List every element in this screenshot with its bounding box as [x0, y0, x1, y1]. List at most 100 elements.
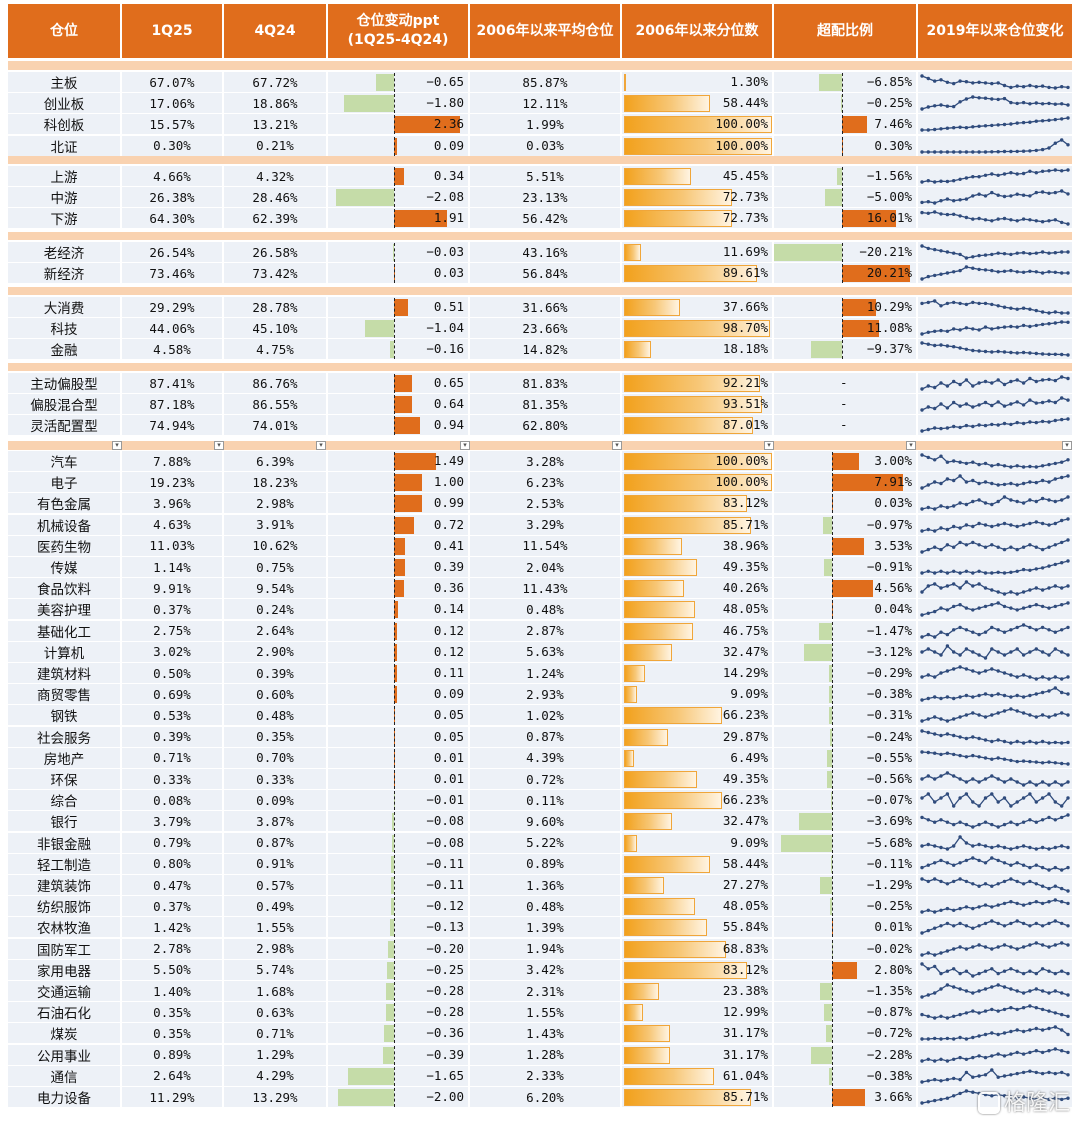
- trend-point: [933, 149, 937, 154]
- filter-dropdown-icon[interactable]: ▾: [612, 441, 622, 450]
- trend-point: [1034, 85, 1038, 89]
- trend-point: [945, 1096, 950, 1100]
- change-cell: 1.91: [328, 208, 468, 229]
- trend-sparkline: [920, 137, 1070, 154]
- trend-point: [996, 270, 1000, 274]
- filter-dropdown-icon[interactable]: ▾: [214, 441, 224, 450]
- trend-point: [990, 571, 994, 575]
- percentile-bar: [624, 168, 692, 185]
- trend-point: [977, 349, 981, 354]
- change-bar-positive: [394, 559, 405, 576]
- filter-dropdown-icon[interactable]: ▾: [906, 441, 916, 450]
- change-cell: 0.05: [328, 726, 468, 747]
- trend-sparkline: [920, 919, 1070, 936]
- overweight-value: −0.07%: [866, 792, 912, 808]
- percentile-cell: 9.09%: [622, 832, 772, 853]
- overweight-bar-negative: [818, 622, 832, 640]
- trend-sparkline: [920, 341, 1070, 358]
- trend-cell: [918, 297, 1072, 317]
- trend-sparkline: [920, 644, 1070, 660]
- trend-point: [1053, 562, 1057, 567]
- trend-point: [1047, 522, 1051, 527]
- trend-point: [1053, 310, 1057, 314]
- change-cell: 0.05: [328, 705, 468, 726]
- trend-line: [921, 454, 1069, 468]
- trend-point: [933, 610, 937, 614]
- trend-point: [1002, 382, 1007, 387]
- trend-point: [933, 406, 937, 411]
- trend-point: [1060, 677, 1064, 681]
- percentile-value: 45.45%: [722, 168, 768, 183]
- trend-sparkline: [920, 962, 1070, 978]
- trend-cell: [918, 832, 1072, 853]
- trend-point: [1047, 169, 1051, 173]
- change-value: −0.28: [426, 1004, 464, 1020]
- trend-sparkline: [920, 417, 1070, 434]
- value-1q25: 29.29%: [122, 297, 222, 317]
- trend-point: [920, 650, 924, 654]
- overweight-axis: [842, 136, 843, 156]
- filter-dropdown-icon[interactable]: ▾: [112, 441, 122, 450]
- overweight-cell: 2.80%: [774, 959, 916, 980]
- trend-point: [990, 774, 994, 778]
- trend-point: [990, 603, 994, 607]
- value-avg: 1.55%: [470, 1002, 620, 1023]
- trend-cell: [918, 578, 1072, 599]
- percentile-value: 23.38%: [722, 983, 768, 998]
- trend-point: [1066, 993, 1070, 997]
- filter-dropdown-icon[interactable]: ▾: [460, 441, 470, 450]
- overweight-axis: [832, 748, 833, 768]
- filter-dropdown-icon[interactable]: ▾: [764, 441, 774, 450]
- percentile-value: 1.30%: [730, 74, 768, 89]
- overweight-axis: [832, 833, 833, 853]
- filter-dropdown-icon[interactable]: ▾: [316, 441, 326, 450]
- trend-point: [1015, 500, 1019, 504]
- trend-point: [1009, 481, 1013, 486]
- value-4q24: 28.46%: [224, 187, 326, 208]
- trend-point: [958, 100, 962, 104]
- trend-point: [1021, 991, 1026, 995]
- trend-point: [1053, 865, 1057, 870]
- trend-point: [1060, 816, 1064, 820]
- row-label: 石油石化: [8, 1002, 120, 1023]
- trend-point: [1053, 461, 1057, 466]
- trend-point: [1015, 647, 1019, 651]
- trend-point: [1028, 693, 1032, 698]
- trend-point: [1053, 141, 1057, 145]
- trend-point: [1060, 250, 1064, 254]
- trend-point: [964, 542, 969, 547]
- row-label: 传媒: [8, 557, 120, 577]
- trend-point: [1002, 605, 1007, 609]
- trend-point: [958, 796, 962, 800]
- change-value: −0.01: [426, 792, 464, 808]
- trend-point: [952, 1094, 956, 1098]
- change-axis: [394, 1045, 395, 1065]
- trend-sparkline: [920, 189, 1070, 205]
- trend-point: [952, 212, 956, 217]
- trend-point: [977, 192, 981, 197]
- trend-line: [921, 708, 1069, 723]
- trend-point: [977, 942, 981, 947]
- trend-point: [1009, 627, 1013, 632]
- percentile-cell: 27.27%: [622, 875, 772, 895]
- trend-point: [1066, 601, 1070, 606]
- filter-dropdown-icon[interactable]: ▾: [1062, 441, 1072, 450]
- trend-point: [964, 754, 969, 759]
- change-axis: [394, 579, 395, 599]
- trend-point: [945, 820, 950, 825]
- trend-point: [933, 385, 937, 390]
- percentile-value: 66.23%: [722, 707, 768, 723]
- value-1q25: 87.18%: [122, 394, 222, 415]
- trend-point: [926, 1057, 930, 1061]
- percentile-bar: [624, 1089, 751, 1106]
- trend-cell: [918, 318, 1072, 339]
- trend-point: [1047, 1048, 1051, 1052]
- trend-point: [1009, 987, 1013, 991]
- overweight-value: −0.91%: [866, 559, 912, 574]
- trend-point: [977, 542, 981, 547]
- trend-point: [1060, 843, 1064, 848]
- overweight-cell: −2.28%: [774, 1044, 916, 1065]
- trend-point: [1002, 521, 1007, 525]
- trend-point: [990, 845, 994, 849]
